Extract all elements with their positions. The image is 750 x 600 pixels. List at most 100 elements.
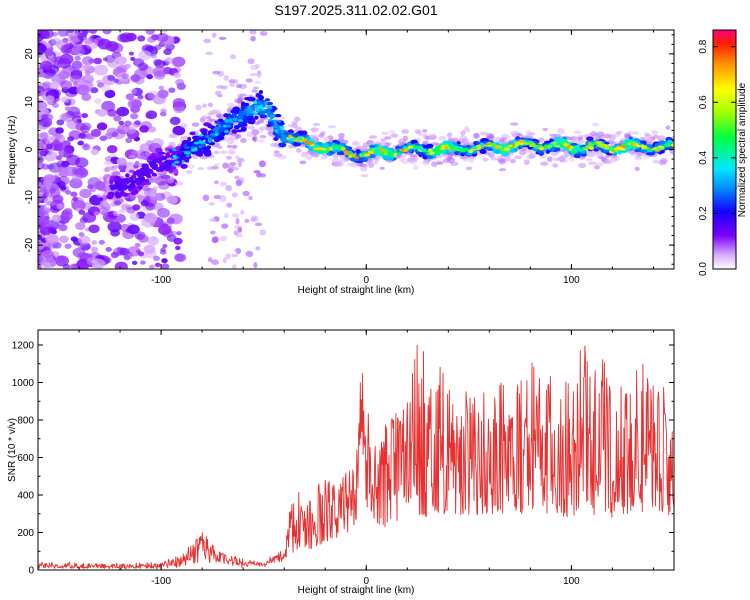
noise-blob (151, 138, 164, 148)
ridge-hotspot (407, 145, 414, 149)
ridge-halo-blob (197, 167, 205, 171)
ridge-halo-blob (206, 166, 215, 170)
noise-blob (96, 79, 103, 85)
ridge-halo-blob (104, 161, 113, 165)
ridge-halo-blob (120, 162, 127, 167)
noise-blob (259, 31, 268, 36)
ridge-halo-blob (209, 109, 218, 115)
noise-blob (76, 84, 90, 96)
noise-blob (110, 251, 119, 259)
ridge-hotspot (626, 145, 631, 149)
ridge-hotspot (215, 131, 219, 134)
ridge-hotspot (252, 112, 258, 116)
noise-blob (93, 64, 108, 76)
ridge-hotspot (209, 140, 213, 143)
ridge-halo-blob (168, 133, 178, 139)
noise-blob (234, 225, 242, 229)
noise-blob (65, 190, 72, 195)
noise-blob (51, 214, 62, 222)
noise-blob (105, 247, 112, 252)
ridge-hotspot (429, 151, 436, 154)
ridge-halo-blob (596, 131, 605, 137)
ridge-halo-blob (352, 140, 359, 145)
noise-blob (38, 68, 44, 73)
noise-blob (156, 32, 169, 43)
ridge-blob (417, 151, 425, 156)
noise-blob (161, 258, 168, 264)
ridge-halo-blob (112, 210, 121, 216)
noise-blob (94, 98, 102, 105)
ridge-blob (251, 97, 256, 102)
ridge-hotspot (288, 137, 294, 142)
ridge-hotspot (201, 143, 207, 147)
ridge-halo-blob (461, 138, 470, 144)
ridge-halo-blob (585, 158, 593, 162)
ridge-halo-blob (373, 156, 380, 162)
ridge-halo-blob (590, 131, 597, 137)
ridge-blob (242, 122, 248, 127)
noise-blob (145, 30, 155, 35)
noise-blob (218, 195, 227, 202)
noise-blob (60, 211, 73, 221)
ridge-halo-blob (417, 132, 423, 137)
ridge-hotspot (443, 145, 449, 150)
ridge-blob (157, 151, 166, 155)
ridge-halo-blob (528, 152, 537, 159)
noise-blob (90, 128, 102, 137)
ridge-hotspot (636, 144, 641, 148)
ridge-halo-blob (109, 153, 118, 158)
noise-blob (255, 246, 261, 251)
noise-blob (88, 58, 95, 64)
ridge-blob (322, 143, 330, 148)
noise-blob (149, 264, 155, 269)
noise-blob (138, 50, 152, 61)
ridge-hotspot (172, 154, 177, 158)
ridge-hotspot (571, 150, 578, 154)
ridge-halo-blob (422, 128, 428, 133)
ridge-hotspot (490, 142, 496, 147)
snr-series (38, 344, 674, 570)
ridge-halo-blob (650, 130, 658, 135)
noise-blob (161, 30, 168, 33)
ridge-hotspot (538, 146, 544, 150)
ridge-hotspot (614, 147, 619, 151)
noise-blob (235, 155, 240, 159)
noise-blob (70, 191, 78, 197)
ridge-blob (554, 136, 561, 142)
ridge-halo-blob (360, 174, 369, 178)
ridge-halo-blob (486, 132, 494, 139)
noise-blob (54, 255, 69, 267)
ridge-blob (247, 120, 252, 124)
ridge-halo-blob (504, 155, 511, 162)
ridge-halo-blob (526, 149, 534, 153)
ridge-halo-blob (295, 148, 302, 153)
ridge-hotspot (185, 154, 190, 158)
ridge-blob (570, 143, 578, 146)
noise-blob (58, 224, 68, 232)
colorbar-label: Normalized spectral amplitude (737, 82, 748, 217)
ridge-blob (650, 151, 655, 156)
ridge-halo-blob (215, 111, 221, 115)
ridge-blob (422, 154, 429, 160)
noise-blob (38, 199, 41, 204)
ridge-blob (135, 180, 140, 185)
ridge-blob (355, 149, 361, 154)
ridge-blob (162, 174, 171, 180)
noise-blob (233, 230, 239, 236)
ridge-hotspot (198, 134, 204, 137)
noise-blob (229, 83, 236, 87)
ridge-blob (201, 129, 207, 135)
ridge-halo-blob (239, 93, 248, 97)
noise-blob (134, 120, 141, 126)
ridge-blob (274, 114, 282, 118)
ridge-blob (147, 168, 152, 174)
noise-blob (246, 250, 254, 258)
ridge-hotspot (343, 150, 348, 153)
noise-blob (105, 41, 119, 52)
noise-blob (83, 37, 93, 45)
ridge-blob (160, 165, 167, 170)
ridge-blob (422, 144, 428, 148)
ridge-halo-blob (604, 154, 611, 159)
noise-blob (38, 242, 45, 250)
noise-blob (58, 147, 72, 158)
